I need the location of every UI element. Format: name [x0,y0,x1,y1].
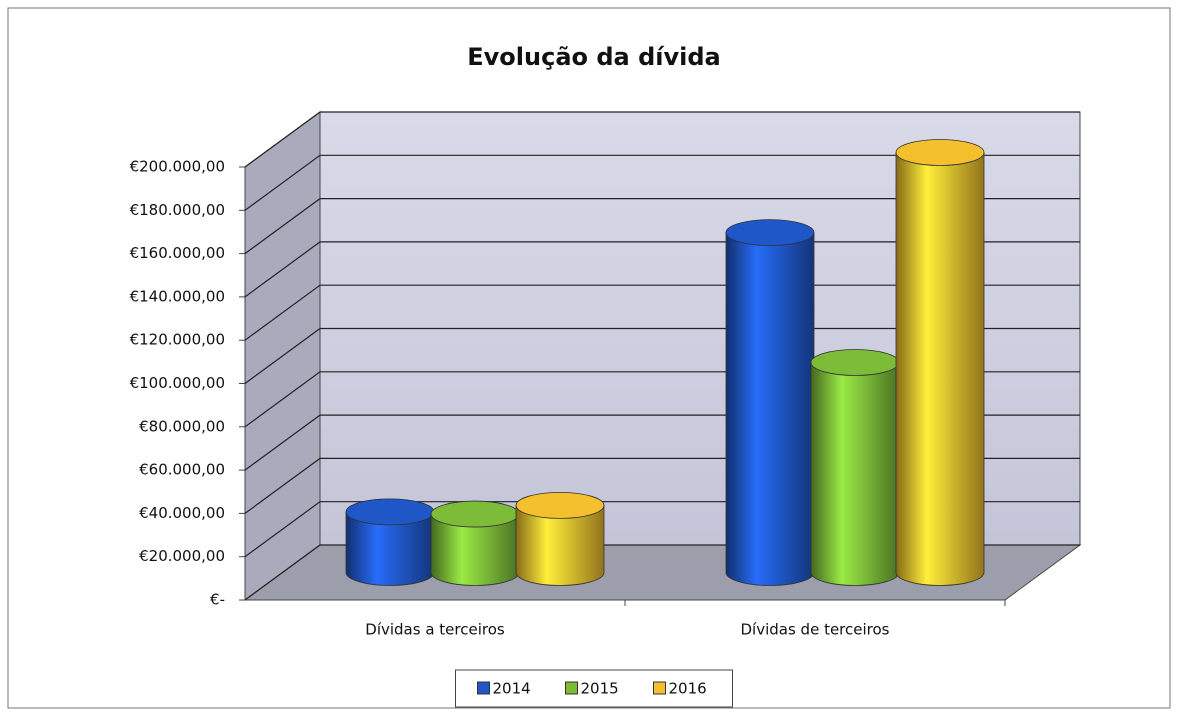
y-tick-label: €100.000,00 [130,374,225,392]
legend-box [455,669,733,708]
legend-swatch [653,681,666,695]
bar-top [810,349,900,376]
y-tick-label: €200.000,00 [130,158,225,176]
legend-label: 2015 [581,680,619,698]
grid-line [244,241,1080,298]
y-tick-label: €60.000,00 [139,461,225,479]
y-tick-label: €120.000,00 [130,331,225,349]
bar-top [430,500,520,528]
grid-line [244,327,1080,384]
y-tick-label: €20.000,00 [139,547,225,565]
bar [895,152,985,586]
y-tick-label: €160.000,00 [130,244,225,262]
y-tick-label: €180.000,00 [130,201,225,219]
y-tick-label: €80.000,00 [139,417,225,435]
grid-line [244,284,1080,341]
bar [810,362,900,586]
bar-top [515,491,605,519]
grid-line [244,198,1080,255]
chart-title: Evolução da dívida [467,43,721,71]
bar-top [345,498,435,526]
x-tick-label: Dívidas de terceiros [741,621,890,639]
legend-swatch [565,681,578,695]
y-tick-label: €140.000,00 [130,287,225,305]
x-tick-label: Dívidas a terceiros [365,621,505,639]
legend-swatch [477,681,490,695]
grid-line [244,111,1080,168]
bar [515,504,605,586]
y-tick-label: €- [210,591,225,609]
legend-label: 2016 [669,680,707,698]
bar-top [725,219,815,246]
legend-label: 2014 [493,680,531,698]
grid-line [244,154,1080,211]
y-tick-label: €40.000,00 [139,504,225,522]
bar-top [895,139,985,166]
bar [725,232,815,586]
